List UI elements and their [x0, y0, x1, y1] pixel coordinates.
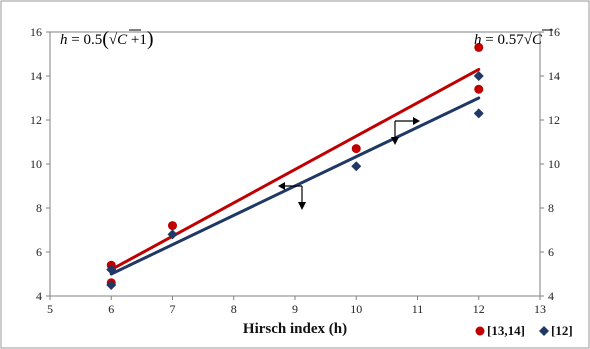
- x-tick-label: 11: [412, 302, 424, 316]
- formula-right-text: h = 0.57√C: [474, 32, 543, 48]
- x-tick-label: 9: [292, 302, 298, 316]
- x-tick-label: 6: [108, 302, 114, 316]
- point-diamond: [473, 71, 484, 81]
- legend-label-red: [13,14]: [487, 323, 525, 338]
- point-circle: [474, 42, 484, 52]
- x-tick-label: 13: [534, 302, 546, 316]
- y-right-tick-label: 16: [548, 25, 560, 39]
- y-left-tick-label: 12: [30, 113, 42, 127]
- y-right-tick-label: 8: [548, 201, 554, 215]
- legend-marker-blue-diamond: [539, 326, 549, 336]
- y-left-tick-label: 16: [30, 25, 42, 39]
- y-left-tick-label: 6: [36, 245, 42, 259]
- arrow-blue-down-right: [391, 121, 399, 145]
- y-axis-left-ticks: 4 6 8 10 12 14 16: [30, 25, 50, 303]
- legend-label-blue: [12]: [551, 323, 573, 338]
- formula-left-text: h = 0.5(√C +1): [60, 28, 154, 50]
- formula-right: h = 0.57√C: [474, 29, 553, 48]
- y-left-tick-label: 4: [36, 289, 42, 303]
- arrow-blue-down: [298, 186, 306, 210]
- x-axis-ticks: 5 6 7 8 9 10 11 12 13: [47, 296, 546, 316]
- y-right-tick-label: 10: [548, 157, 560, 171]
- y-left-tick-label: 14: [30, 69, 42, 83]
- x-axis-title: Hirsch index (h): [243, 321, 347, 337]
- point-circle: [474, 84, 484, 94]
- y-right-tick-label: 12: [548, 113, 560, 127]
- data-points: [106, 42, 484, 290]
- y-left-tick-label: 10: [30, 157, 42, 171]
- y-left-tick-label: 8: [36, 201, 42, 215]
- arrow-red-right: [395, 117, 420, 125]
- x-tick-label: 12: [473, 302, 485, 316]
- y-right-tick-label: 4: [548, 289, 554, 303]
- x-tick-label: 8: [231, 302, 237, 316]
- point-diamond: [106, 280, 117, 290]
- arrow-red-left: [278, 182, 302, 190]
- point-diamond: [167, 229, 178, 240]
- x-tick-label: 10: [350, 302, 362, 316]
- legend-marker-red-circle: [475, 326, 485, 336]
- axis-arrows: [278, 117, 420, 210]
- point-diamond: [106, 264, 117, 275]
- x-tick-label: 5: [47, 302, 53, 316]
- formula-left: h = 0.5(√C +1): [60, 28, 154, 50]
- x-tick-label: 7: [170, 302, 176, 316]
- point-diamond: [473, 108, 484, 119]
- y-right-tick-label: 6: [548, 245, 554, 259]
- point-diamond: [351, 161, 362, 172]
- point-circle: [168, 221, 177, 231]
- y-right-tick-label: 14: [548, 69, 560, 83]
- legend: [13,14] [12]: [475, 323, 573, 338]
- y-axis-right-ticks: 4 6 8 10 12 14 16: [540, 25, 560, 303]
- point-circle: [351, 144, 361, 154]
